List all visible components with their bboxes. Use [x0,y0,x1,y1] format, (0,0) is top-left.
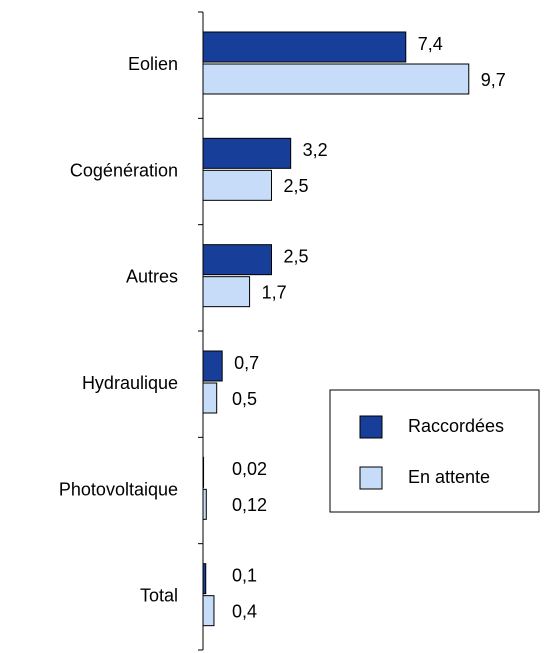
bar [202,456,205,488]
value-label: 2,5 [284,246,309,266]
legend-swatch [359,466,383,490]
bar [202,137,292,169]
bar [202,350,223,382]
value-label: 0,02 [232,459,267,479]
category-label: Autres [126,267,178,287]
legend-box [329,389,540,513]
value-label: 0,5 [232,389,257,409]
bar [202,63,470,95]
bar [202,244,272,276]
value-label: 7,4 [418,34,443,54]
category-label: Photovoltaique [59,479,178,499]
legend-label: Raccordées [408,416,504,436]
legend-label: En attente [408,467,490,487]
value-label: 2,5 [284,176,309,196]
value-label: 9,7 [481,70,506,90]
bar [202,382,218,414]
bar [202,169,272,201]
category-label: Cogénération [70,160,178,180]
category-label: Total [140,586,178,606]
value-label: 1,7 [262,282,287,302]
value-label: 0,12 [232,495,267,515]
legend-swatch [359,415,383,439]
bar [202,31,407,63]
bar [202,563,207,595]
category-label: Hydraulique [82,373,178,393]
bar [202,488,207,520]
value-label: 0,4 [232,601,257,621]
bar [202,276,251,308]
bar [202,595,215,627]
value-label: 0,7 [234,353,259,373]
value-label: 3,2 [303,140,328,160]
value-label: 0,1 [232,565,257,585]
category-label: Eolien [128,54,178,74]
